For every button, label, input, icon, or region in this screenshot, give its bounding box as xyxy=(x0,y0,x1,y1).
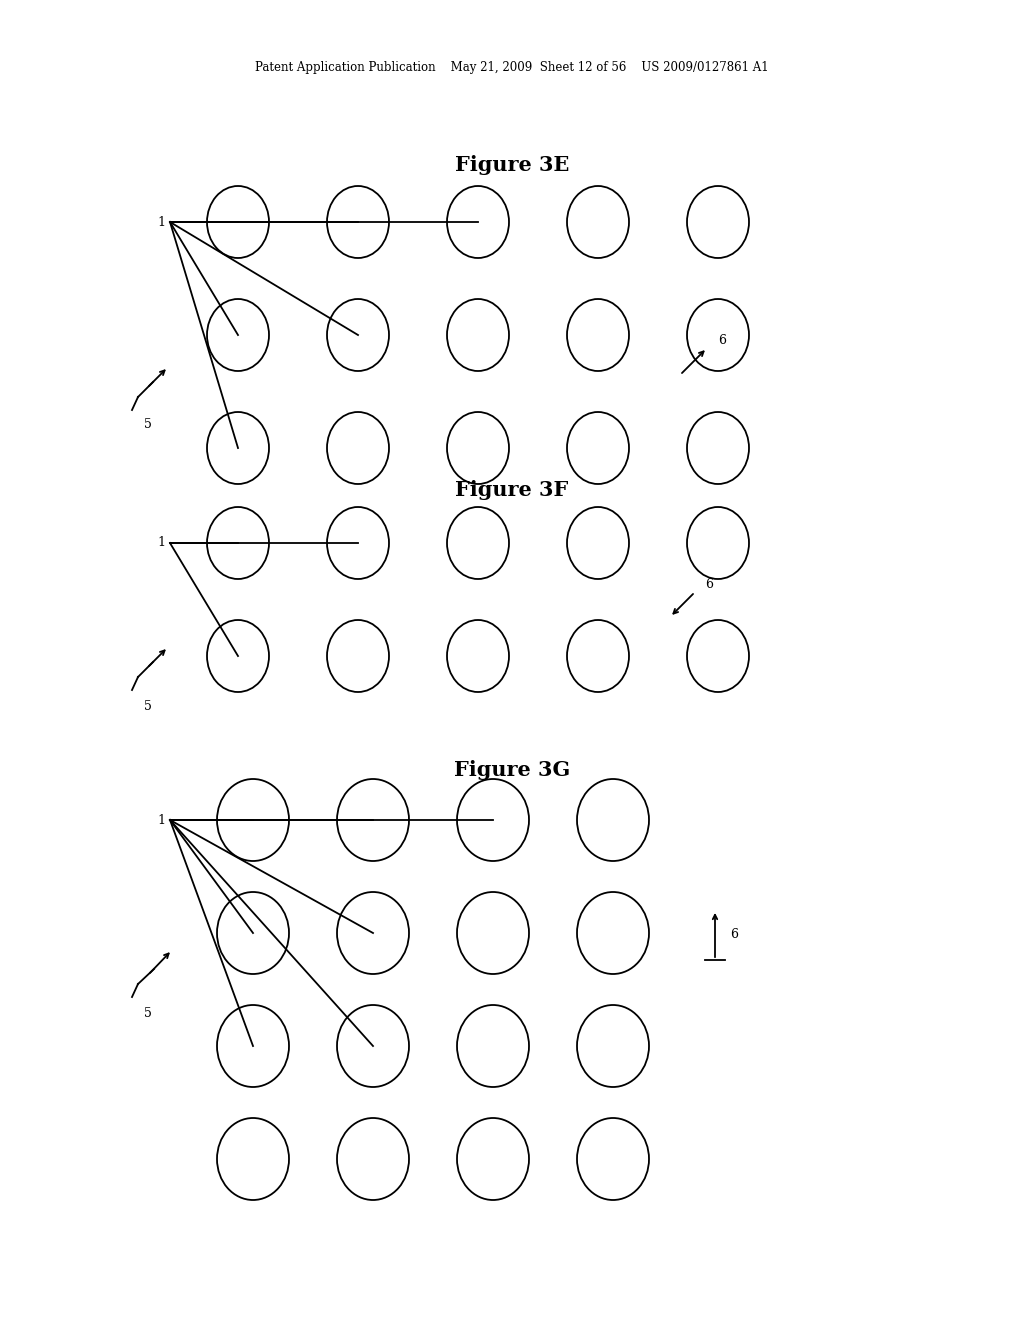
Text: 1: 1 xyxy=(157,813,165,826)
Text: Figure 3G: Figure 3G xyxy=(454,760,570,780)
Text: 1: 1 xyxy=(157,215,165,228)
Text: 6: 6 xyxy=(718,334,726,346)
Text: 6: 6 xyxy=(730,928,738,941)
Text: 6: 6 xyxy=(705,578,713,591)
Text: 5: 5 xyxy=(144,1007,152,1020)
Text: 5: 5 xyxy=(144,418,152,432)
Text: Figure 3E: Figure 3E xyxy=(455,154,569,176)
Text: 5: 5 xyxy=(144,700,152,713)
Text: Patent Application Publication    May 21, 2009  Sheet 12 of 56    US 2009/012786: Patent Application Publication May 21, 2… xyxy=(255,62,769,74)
Text: Figure 3F: Figure 3F xyxy=(456,480,568,500)
Text: 1: 1 xyxy=(157,536,165,549)
